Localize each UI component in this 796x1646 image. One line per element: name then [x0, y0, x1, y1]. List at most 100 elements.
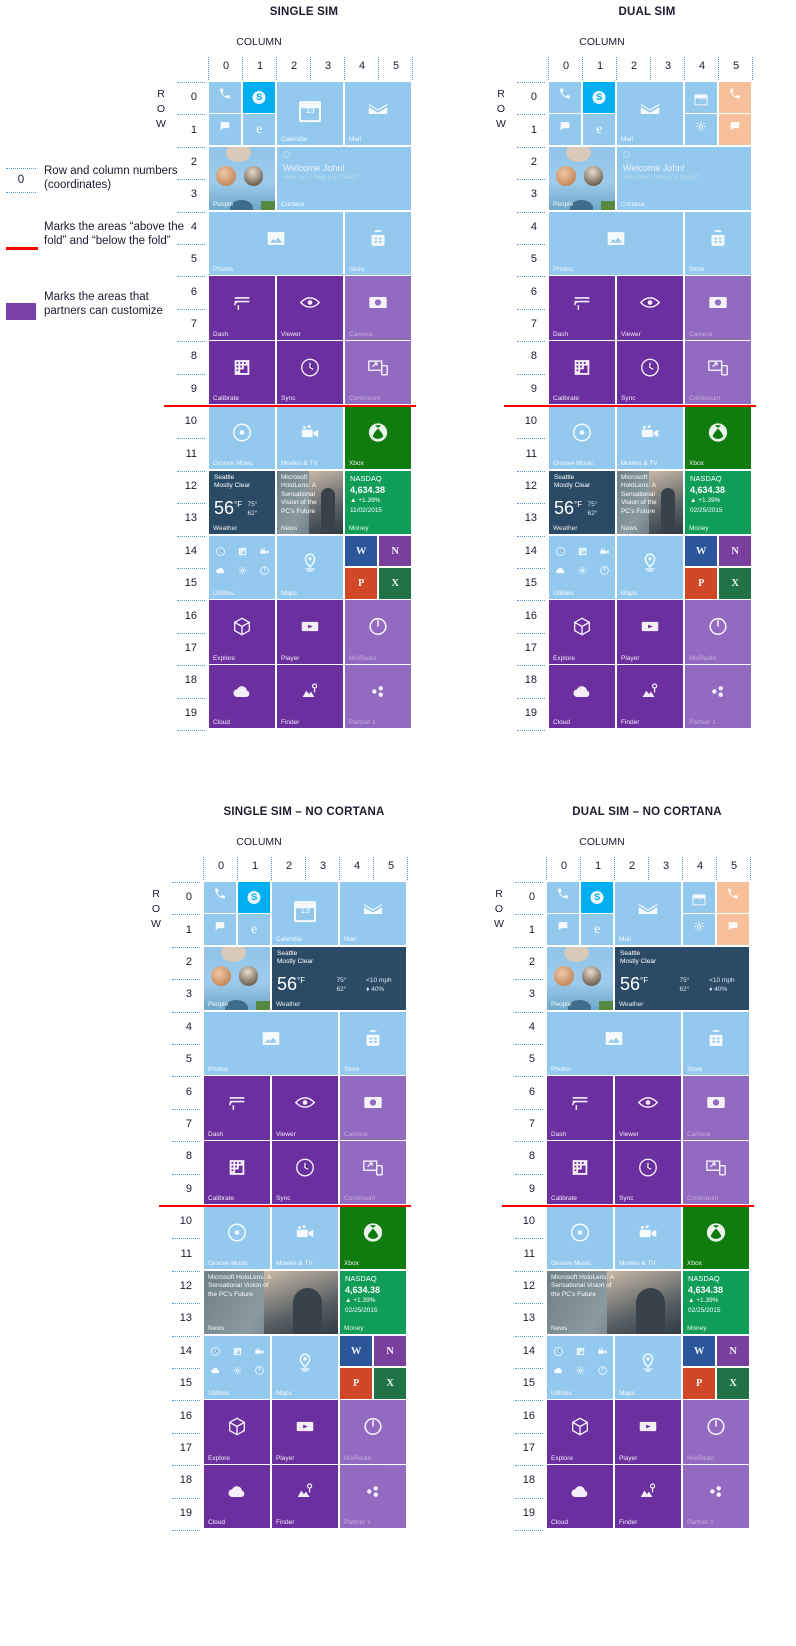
tile-groove-music-single-sim[interactable]: Groove Music — [209, 406, 276, 470]
tile-xbox-single-sim[interactable]: Xbox — [345, 406, 412, 470]
tile-word-dual-sim[interactable]: W — [685, 535, 718, 567]
tile-dash-single-sim[interactable]: Dash — [209, 276, 276, 340]
tile-mail-single-sim-no-cortana[interactable]: Mail — [340, 882, 407, 946]
tile-money-dual-sim-no-cortana[interactable]: NASDAQ 4,634.38 ▲ +1.39% 02/25/2015 Money — [683, 1270, 750, 1334]
tile-money-dual-sim[interactable]: NASDAQ 4,634.38 ▲ +1.39% 02/25/2015 Money — [685, 470, 752, 534]
tile-powerpoint-single-sim[interactable]: P — [345, 568, 378, 599]
tile-partner-app-single-sim[interactable]: Partner 1 — [345, 665, 412, 729]
tile-photos-single-sim-no-cortana[interactable]: Photos — [204, 1011, 339, 1075]
tile-calendar-single-sim[interactable]: 13 Calendar — [277, 82, 344, 146]
tile-people-single-sim-no-cortana[interactable]: People — [204, 946, 271, 1010]
tile-groove-music-dual-sim[interactable]: Groove Music — [549, 406, 616, 470]
tile-partner-app-dual-sim[interactable]: Partner 1 — [685, 665, 752, 729]
tile-phone-sim2-dual-sim-no-cortana[interactable] — [717, 882, 750, 913]
tile-cortana-single-sim[interactable]: Welcome John! How can I help you today? Co… — [277, 146, 412, 210]
tile-mixradio-dual-sim[interactable]: MixRadio — [685, 600, 752, 664]
tile-word-single-sim-no-cortana[interactable]: W — [340, 1335, 373, 1367]
tile-maps-single-sim-no-cortana[interactable]: Maps — [272, 1335, 339, 1399]
tile-partner-app-single-sim-no-cortana[interactable]: Partner 1 — [340, 1465, 407, 1529]
tile-maps-dual-sim[interactable]: Maps — [617, 535, 684, 599]
tile-mixradio-single-sim[interactable]: MixRadio — [345, 600, 412, 664]
tile-dash-dual-sim[interactable]: Dash — [549, 276, 616, 340]
tile-photos-dual-sim-no-cortana[interactable]: Photos — [547, 1011, 682, 1075]
tile-cloud-single-sim[interactable]: Cloud — [209, 665, 276, 729]
tile-cloud-dual-sim[interactable]: Cloud — [549, 665, 616, 729]
tile-camera-single-sim-no-cortana[interactable]: Camera — [340, 1076, 407, 1140]
tile-news-single-sim-no-cortana[interactable]: Microsoft HoloLens: A Sensational Vision… — [204, 1270, 339, 1334]
tile-edge-dual-sim[interactable]: e — [583, 114, 616, 146]
tile-finder-dual-sim-no-cortana[interactable]: Finder — [615, 1465, 682, 1529]
tile-money-single-sim-no-cortana[interactable]: NASDAQ 4,634.38 ▲ +1.39% 02/25/2015 Money — [340, 1270, 407, 1334]
tile-edge-single-sim-no-cortana[interactable]: e — [238, 914, 271, 946]
tile-onenote-dual-sim[interactable]: N — [719, 535, 752, 567]
tile-excel-dual-sim-no-cortana[interactable]: X — [717, 1368, 750, 1399]
tile-player-dual-sim-no-cortana[interactable]: Player — [615, 1400, 682, 1464]
tile-news-single-sim[interactable]: Microsoft HoloLens: A Sensational Vision… — [277, 470, 344, 534]
tile-explore-single-sim-no-cortana[interactable]: Explore — [204, 1400, 271, 1464]
tile-mail-dual-sim-no-cortana[interactable]: Mail — [615, 882, 682, 946]
tile-utilities-single-sim-no-cortana[interactable]: Utilities — [204, 1335, 271, 1399]
tile-phone-single-sim[interactable] — [209, 82, 242, 113]
tile-store-single-sim-no-cortana[interactable]: Store — [340, 1011, 407, 1075]
tile-photos-dual-sim[interactable]: Photos — [549, 211, 684, 275]
tile-onenote-dual-sim-no-cortana[interactable]: N — [717, 1335, 750, 1367]
tile-xbox-dual-sim[interactable]: Xbox — [685, 406, 752, 470]
tile-utilities-dual-sim[interactable]: Utilities — [549, 535, 616, 599]
tile-word-dual-sim-no-cortana[interactable]: W — [683, 1335, 716, 1367]
tile-calendar-dual-sim-no-cortana[interactable]: 11 — [683, 882, 716, 913]
tile-skype-dual-sim[interactable]: S — [583, 82, 616, 113]
tile-messaging-single-sim-no-cortana[interactable] — [204, 914, 237, 946]
tile-messaging-single-sim[interactable] — [209, 114, 242, 146]
tile-partner-app-dual-sim-no-cortana[interactable]: Partner 1 — [683, 1465, 750, 1529]
tile-weather-single-sim-no-cortana[interactable]: Seattle Mostly Clear 56°F 75° 62° <10 mph ♦ 40… — [272, 946, 407, 1010]
tile-people-dual-sim[interactable]: People — [549, 146, 616, 210]
tile-viewer-single-sim[interactable]: Viewer — [277, 276, 344, 340]
tile-finder-single-sim[interactable]: Finder — [277, 665, 344, 729]
tile-dash-dual-sim-no-cortana[interactable]: Dash — [547, 1076, 614, 1140]
tile-sync-single-sim[interactable]: Sync — [277, 341, 344, 405]
tile-continuum-single-sim-no-cortana[interactable]: Continuum — [340, 1141, 407, 1205]
tile-movies-tv-single-sim-no-cortana[interactable]: Movies & TV — [272, 1206, 339, 1270]
tile-weather-dual-sim[interactable]: Seattle Mostly Clear 56°F 75° 62° Weather — [549, 470, 616, 534]
tile-xbox-single-sim-no-cortana[interactable]: Xbox — [340, 1206, 407, 1270]
tile-news-dual-sim[interactable]: Microsoft HoloLens: A Sensational Vision… — [617, 470, 684, 534]
tile-messaging-dual-sim[interactable] — [549, 114, 582, 146]
tile-viewer-dual-sim-no-cortana[interactable]: Viewer — [615, 1076, 682, 1140]
tile-mixradio-dual-sim-no-cortana[interactable]: MixRadio — [683, 1400, 750, 1464]
tile-excel-single-sim-no-cortana[interactable]: X — [374, 1368, 407, 1399]
tile-player-single-sim[interactable]: Player — [277, 600, 344, 664]
tile-continuum-dual-sim-no-cortana[interactable]: Continuum — [683, 1141, 750, 1205]
tile-messaging-sim2-dual-sim[interactable] — [719, 114, 752, 146]
tile-mail-dual-sim[interactable]: Mail — [617, 82, 684, 146]
tile-explore-dual-sim[interactable]: Explore — [549, 600, 616, 664]
tile-sync-dual-sim[interactable]: Sync — [617, 341, 684, 405]
tile-settings-dual-sim-no-cortana[interactable] — [683, 914, 716, 946]
tile-sync-single-sim-no-cortana[interactable]: Sync — [272, 1141, 339, 1205]
tile-movies-tv-single-sim[interactable]: Movies & TV — [277, 406, 344, 470]
tile-weather-dual-sim-no-cortana[interactable]: Seattle Mostly Clear 56°F 75° 62° <10 mph ♦ 40… — [615, 946, 750, 1010]
tile-people-dual-sim-no-cortana[interactable]: People — [547, 946, 614, 1010]
tile-word-single-sim[interactable]: W — [345, 535, 378, 567]
tile-weather-single-sim[interactable]: Seattle Mostly Clear 56°F 75° 62° Weather — [209, 470, 276, 534]
tile-skype-single-sim[interactable]: S — [243, 82, 276, 113]
tile-finder-dual-sim[interactable]: Finder — [617, 665, 684, 729]
tile-viewer-dual-sim[interactable]: Viewer — [617, 276, 684, 340]
tile-utilities-single-sim[interactable]: Utilities — [209, 535, 276, 599]
tile-mail-single-sim[interactable]: Mail — [345, 82, 412, 146]
tile-finder-single-sim-no-cortana[interactable]: Finder — [272, 1465, 339, 1529]
tile-maps-dual-sim-no-cortana[interactable]: Maps — [615, 1335, 682, 1399]
tile-people-single-sim[interactable]: People — [209, 146, 276, 210]
tile-photos-single-sim[interactable]: Photos — [209, 211, 344, 275]
tile-explore-single-sim[interactable]: Explore — [209, 600, 276, 664]
tile-money-single-sim[interactable]: NASDAQ 4,634.38 ▲ +1.39% 11/02/2015 Money — [345, 470, 412, 534]
tile-phone-dual-sim[interactable] — [549, 82, 582, 113]
tile-camera-dual-sim[interactable]: Camera — [685, 276, 752, 340]
tile-explore-dual-sim-no-cortana[interactable]: Explore — [547, 1400, 614, 1464]
tile-movies-tv-dual-sim-no-cortana[interactable]: Movies & TV — [615, 1206, 682, 1270]
tile-calibrate-single-sim[interactable]: Calibrate — [209, 341, 276, 405]
tile-calibrate-single-sim-no-cortana[interactable]: Calibrate — [204, 1141, 271, 1205]
tile-calibrate-dual-sim[interactable]: Calibrate — [549, 341, 616, 405]
tile-powerpoint-dual-sim[interactable]: P — [685, 568, 718, 599]
tile-settings-dual-sim[interactable] — [685, 114, 718, 146]
tile-player-dual-sim[interactable]: Player — [617, 600, 684, 664]
